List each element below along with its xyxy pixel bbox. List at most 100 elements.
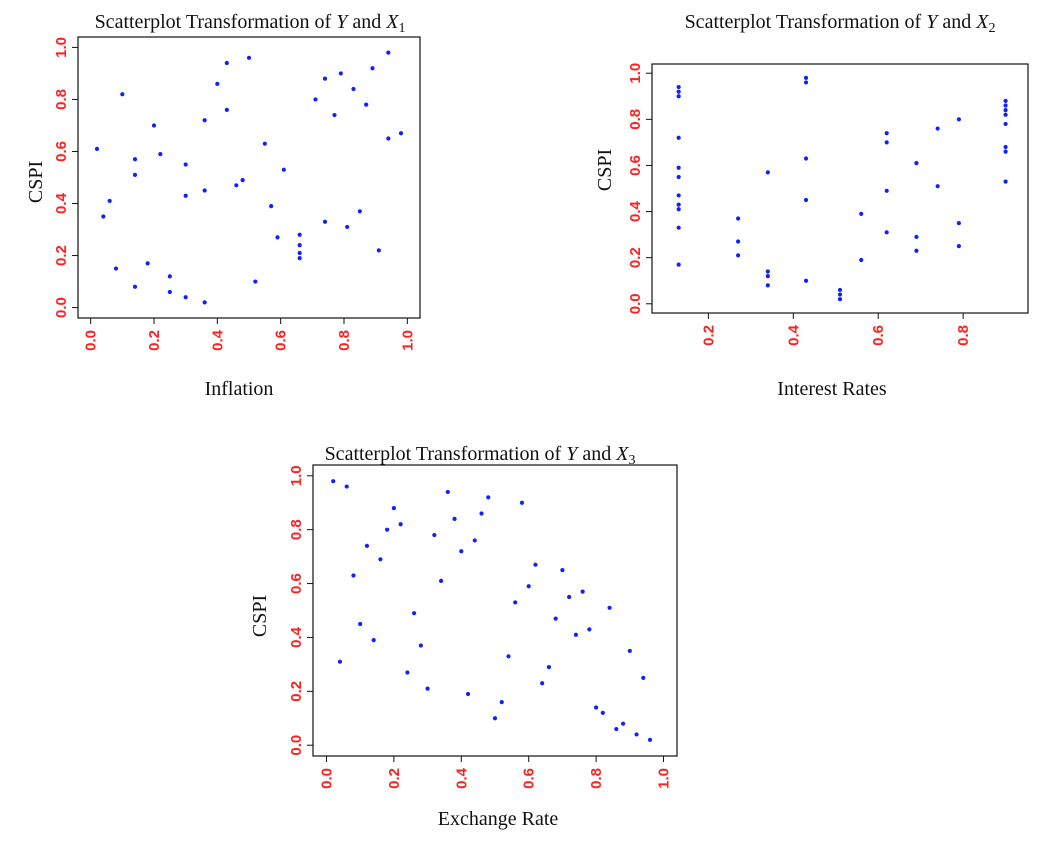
data-point [1003,145,1007,149]
data-point [298,243,302,247]
data-point [804,156,808,160]
y-tick-label: 0.2 [627,247,644,268]
data-point [399,522,403,526]
data-point [323,77,327,81]
x-tick-label: 1.0 [399,330,416,351]
data-point [677,203,681,207]
data-point [225,108,229,112]
y-tick-label: 1.0 [627,63,644,84]
data-point [203,300,207,304]
data-point [479,511,483,515]
data-point [114,266,118,270]
data-point [634,732,638,736]
data-point [168,274,172,278]
x-tick-label: 0.8 [955,325,972,346]
data-point [914,161,918,165]
data-point [152,123,156,127]
y-tick-label: 0.0 [288,735,305,756]
x-tick-label: 0.2 [386,768,403,789]
data-point [351,573,355,577]
y-tick-label: 0.8 [627,109,644,130]
data-point [520,501,524,505]
data-point [95,147,99,151]
y-tick-label: 0.4 [288,626,305,648]
data-point [677,207,681,211]
data-point [914,249,918,253]
data-point [885,131,889,135]
data-point [331,479,335,483]
data-point [203,118,207,122]
data-point [323,220,327,224]
y-tick-label: 0.2 [53,245,70,266]
y-tick-label: 1.0 [53,37,70,58]
data-point [957,244,961,248]
data-point [146,261,150,265]
data-point [432,533,436,537]
y-tick-label: 0.0 [627,293,644,314]
y-tick-label: 0.8 [53,89,70,110]
y-tick-label: 0.4 [627,200,644,222]
x-tick-label: 0.6 [273,330,290,351]
data-point [581,590,585,594]
data-point [1003,122,1007,126]
plot-area-x1: 0.0 0.2 0.4 0.6 0.8 1.0 0.0 0.2 0.4 0.6 0.8 1.0 [53,37,420,351]
x-tick-label: 0.4 [453,767,470,789]
data-point [184,295,188,299]
data-point [601,711,605,715]
data-point [914,235,918,239]
data-point [936,184,940,188]
data-point [804,198,808,202]
data-point [527,584,531,588]
data-point [554,616,558,620]
data-point [338,660,342,664]
data-point [241,178,245,182]
data-point [419,643,423,647]
data-point [365,544,369,548]
chart-title-x3: Scatterplot Transformation of Y and X3 [325,443,636,468]
y-tick-label: 0.0 [53,297,70,318]
data-point [533,563,537,567]
data-point [234,183,238,187]
y-tick-label: 0.2 [288,681,305,702]
scatterplot-x2-svg: Scatterplot Transformation of Y and X2 I… [540,0,1061,410]
x-tick-label: 0.0 [83,330,100,351]
data-point [339,71,343,75]
data-point [957,221,961,225]
data-point [1003,99,1007,103]
chart-title-x1: Scatterplot Transformation of Y and X1 [95,11,406,36]
data-point [263,142,267,146]
x-tick-label: 1.0 [656,768,673,789]
data-point [298,256,302,260]
data-point [560,568,564,572]
data-point [766,283,770,287]
data-point [766,274,770,278]
y-tick-label: 0.8 [288,519,305,540]
data-point [804,80,808,84]
data-point [158,152,162,156]
x-tick-label: 0.4 [785,324,802,346]
x-tick-label: 0.2 [700,325,717,346]
scatterplot-panel-x2: Scatterplot Transformation of Y and X2 I… [540,0,1061,410]
data-point [859,258,863,262]
data-point [473,538,477,542]
data-point [804,279,808,283]
data-point [345,484,349,488]
data-point [506,654,510,658]
data-point [275,235,279,239]
data-point [345,225,349,229]
chart-title-x2: Scatterplot Transformation of Y and X2 [685,11,996,36]
x-tick-label: 0.8 [588,768,605,789]
data-point [358,622,362,626]
y-tick-label: 0.6 [53,141,70,162]
data-point [567,595,571,599]
data-point [253,279,257,283]
data-point [405,670,409,674]
data-point [101,214,105,218]
x-tick-label: 0.6 [521,768,538,789]
data-point [425,687,429,691]
plot-frame [652,64,1028,313]
plot-frame [78,37,420,318]
data-point [628,649,632,653]
data-point [677,175,681,179]
data-point [574,633,578,637]
